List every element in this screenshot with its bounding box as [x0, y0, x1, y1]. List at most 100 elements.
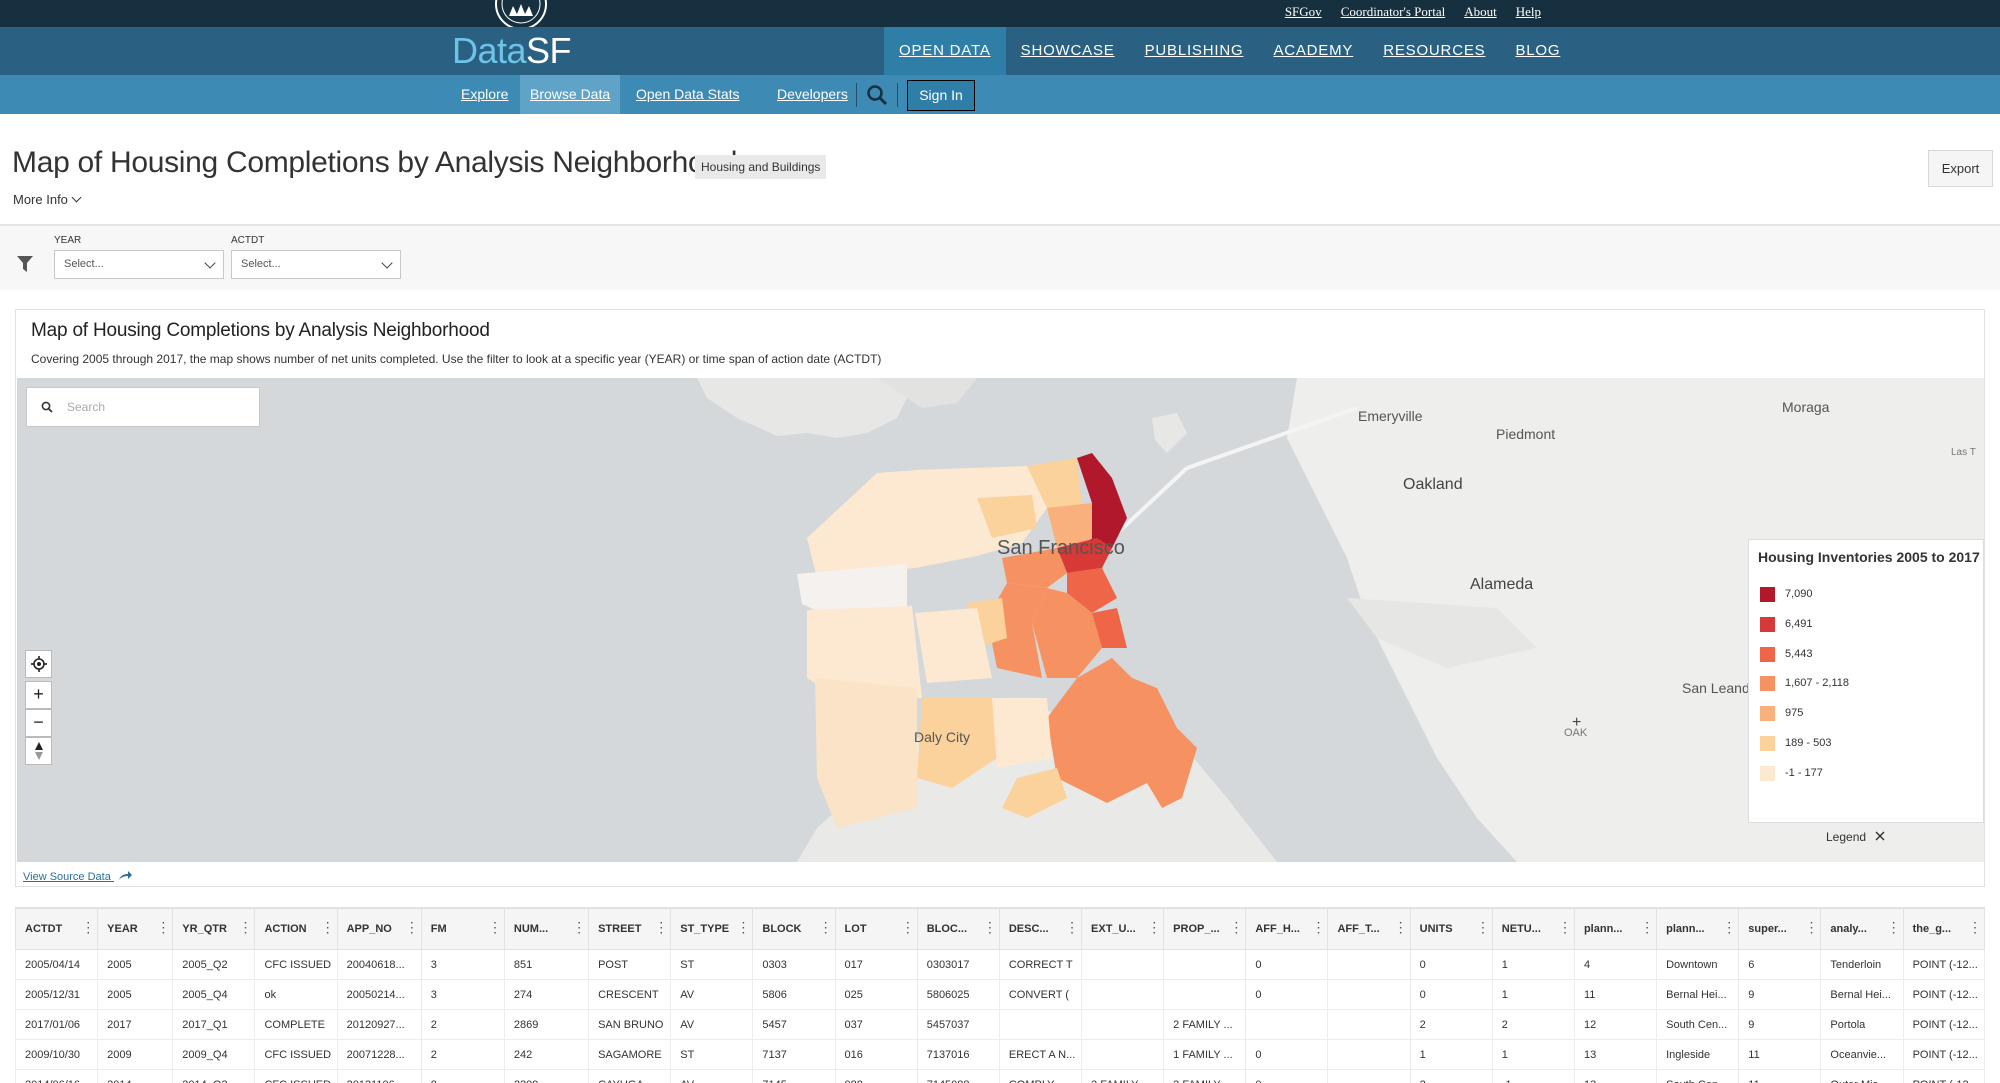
subnav-developers[interactable]: Developers — [777, 86, 848, 102]
locate-button[interactable] — [25, 650, 52, 678]
column-header[interactable]: UNITS · · · — [1409, 908, 1493, 950]
top-link-about[interactable]: About — [1464, 4, 1497, 19]
table-cell: 2 FAMILY ... — [1081, 1069, 1165, 1083]
column-menu-icon[interactable]: · · · — [577, 918, 582, 939]
search-icon[interactable] — [866, 84, 888, 106]
export-button[interactable]: Export — [1928, 150, 1993, 187]
column-header[interactable]: AFF_H... · · · — [1245, 908, 1329, 950]
column-menu-icon[interactable]: · · · — [1152, 918, 1157, 939]
column-header[interactable]: BLOCK · · · — [752, 908, 836, 950]
top-link-coordinator-s-portal[interactable]: Coordinator's Portal — [1340, 4, 1446, 19]
column-header[interactable]: PROP_... · · · — [1163, 908, 1247, 950]
column-header[interactable]: ACTDT · · · — [15, 908, 99, 950]
column-header[interactable]: EXT_U... · · · — [1081, 908, 1165, 950]
column-menu-icon[interactable]: · · · — [1645, 918, 1650, 939]
map-canvas[interactable]: San Francisco + — [17, 378, 1984, 862]
column-menu-icon[interactable]: · · · — [742, 918, 746, 939]
nav-showcase[interactable]: SHOWCASE — [1020, 42, 1115, 59]
table-cell: 11 — [1738, 1069, 1822, 1083]
nav-publishing[interactable]: PUBLISHING — [1144, 42, 1244, 59]
table-cell: 7145088 — [916, 1069, 1000, 1083]
column-menu-icon[interactable]: · · · — [410, 918, 414, 939]
table-cell: -1 — [1491, 1069, 1575, 1083]
column-header[interactable]: ST_TYPE · · · — [670, 908, 754, 950]
top-link-help[interactable]: Help — [1515, 4, 1541, 19]
top-link-sfgov[interactable]: SFGov — [1284, 4, 1322, 19]
column-menu-icon[interactable]: · · · — [1481, 918, 1485, 939]
column-header[interactable]: NUM... · · · — [503, 908, 590, 950]
column-header[interactable]: the_g... · · · — [1902, 908, 1985, 950]
column-menu-icon[interactable]: · · · — [659, 918, 664, 939]
zoom-out-button[interactable]: − — [25, 709, 52, 737]
column-menu-icon[interactable]: · · · — [1399, 918, 1403, 939]
table-row[interactable]: 2005/12/31 2005 2005_Q4 ok 20050214... 3 274 CR… — [15, 979, 1985, 1010]
table-cell: COMPLY ... — [998, 1069, 1083, 1083]
column-header[interactable]: AFF_T... · · · — [1327, 908, 1411, 950]
subnav-explore[interactable]: Explore — [461, 86, 509, 102]
table-cell: 13 — [1573, 1039, 1658, 1070]
table-row[interactable]: 2005/04/14 2005 2005_Q2 CFC ISSUED 20040618.… — [15, 949, 1985, 980]
category-tag[interactable]: Housing and Buildings — [695, 155, 827, 179]
filter-icon[interactable] — [17, 256, 33, 273]
column-menu-icon[interactable]: · · · — [1317, 918, 1321, 939]
column-menu-icon[interactable]: · · · — [86, 918, 91, 939]
table-cell: 13 — [1573, 1069, 1658, 1083]
map-search-input[interactable]: Search — [26, 387, 260, 427]
column-menu-icon[interactable]: · · · — [824, 918, 828, 939]
column-header[interactable]: DESC... · · · — [998, 908, 1083, 950]
table-cell: 5457 — [752, 1009, 836, 1040]
table-row[interactable]: 2017/01/06 2017 2017_Q1 COMPLETE 20120927...… — [15, 1009, 1985, 1040]
column-menu-icon[interactable]: · · · — [1973, 918, 1977, 939]
column-header[interactable]: FM · · · — [420, 908, 505, 950]
compass-button[interactable] — [25, 737, 52, 765]
nav-academy[interactable]: ACADEMY — [1273, 42, 1354, 59]
subnav-browse-data[interactable]: Browse Data — [520, 75, 621, 114]
view-source-data-link[interactable]: View Source Data — [23, 871, 132, 883]
column-header[interactable]: analy... · · · — [1820, 908, 1904, 950]
column-menu-icon[interactable]: · · · — [1810, 918, 1814, 939]
column-menu-icon[interactable]: · · · — [988, 918, 992, 939]
search-icon — [41, 401, 53, 413]
column-menu-icon[interactable]: · · · — [161, 918, 166, 939]
more-info-toggle[interactable]: More Info — [13, 192, 82, 207]
subnav-open-data-stats[interactable]: Open Data Stats — [636, 86, 740, 102]
column-header[interactable]: BLOC... · · · — [916, 908, 1000, 950]
column-header[interactable]: APP_NO · · · — [336, 908, 422, 950]
table-cell: ST — [670, 1039, 754, 1070]
map-view[interactable]: San Francisco + Emeryville Piedmont Mora… — [17, 378, 1984, 862]
column-header[interactable]: ACTION · · · — [254, 908, 338, 950]
zoom-in-button[interactable]: + — [25, 681, 52, 709]
nav-open-data[interactable]: OPEN DATA — [884, 27, 1006, 75]
column-header[interactable]: LOT · · · — [834, 908, 918, 950]
table-cell: 6 — [1738, 949, 1822, 980]
column-menu-icon[interactable]: · · · — [1070, 918, 1075, 939]
column-menu-icon[interactable]: · · · — [1892, 918, 1896, 939]
actdt-filter-select[interactable]: Select... — [231, 250, 401, 279]
column-header[interactable]: STREET · · · — [588, 908, 672, 950]
column-menu-icon[interactable]: · · · — [244, 918, 248, 939]
column-menu-icon[interactable]: · · · — [1234, 918, 1239, 939]
column-header[interactable]: super... · · · — [1738, 908, 1822, 950]
table-cell: Portola — [1820, 1009, 1904, 1040]
sub-navbar: Explore Browse Data Open Data Stats Develop… — [0, 75, 2000, 114]
column-menu-icon[interactable]: · · · — [326, 918, 330, 939]
column-menu-icon[interactable]: · · · — [1563, 918, 1567, 939]
table-row[interactable]: 2009/10/30 2009 2009_Q4 CFC ISSUED 20071228.… — [15, 1039, 1985, 1070]
column-header[interactable]: plann... · · · — [1573, 908, 1658, 950]
table-cell: 2009_Q4 — [172, 1039, 256, 1070]
column-menu-icon[interactable]: · · · — [906, 918, 910, 939]
column-header[interactable]: plann... · · · — [1656, 908, 1740, 950]
column-menu-icon[interactable]: · · · — [493, 918, 497, 939]
datasf-logo[interactable]: DataSF — [452, 30, 572, 71]
column-header[interactable]: YEAR · · · — [97, 908, 174, 950]
nav-resources[interactable]: RESOURCES — [1383, 42, 1486, 59]
column-header[interactable]: NETU... · · · — [1491, 908, 1575, 950]
legend-toggle[interactable]: Legend — [1826, 830, 1885, 844]
nav-blog[interactable]: BLOG — [1515, 42, 1561, 59]
sign-in-button[interactable]: Sign In — [907, 80, 975, 111]
column-header[interactable]: YR_QTR · · · — [172, 908, 256, 950]
column-menu-icon[interactable]: · · · — [1727, 918, 1732, 939]
table-cell: 2005_Q4 — [172, 979, 256, 1010]
year-filter-select[interactable]: Select... — [54, 250, 224, 279]
